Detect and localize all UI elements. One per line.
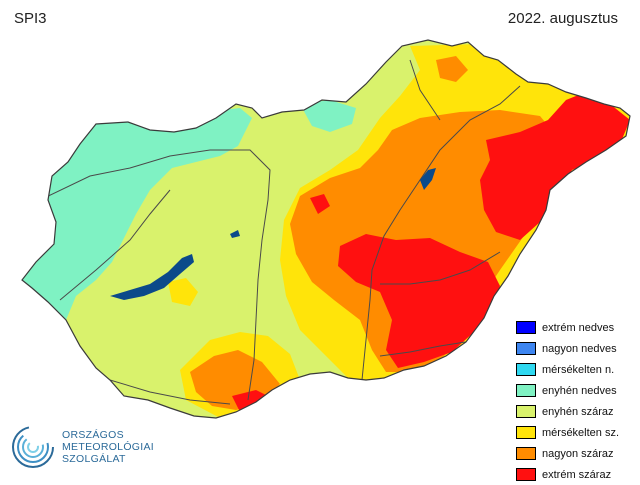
- swirl-logo-icon: [12, 426, 54, 468]
- legend-item: extrém nedves: [516, 317, 619, 338]
- legend-label: enyhén száraz: [542, 405, 614, 418]
- legend-label: enyhén nedves: [542, 384, 617, 397]
- legend-item: mérsékelten n.: [516, 359, 619, 380]
- legend-item: mérsékelten sz.: [516, 422, 619, 443]
- legend-item: nagyon száraz: [516, 443, 619, 464]
- zone-slightly-wet-north: [300, 100, 356, 132]
- river-tisza: [361, 85, 521, 381]
- legend-label: mérsékelten n.: [542, 363, 615, 376]
- omsz-logo: ORSZÁGOS METEOROLÓGIAI SZOLGÁLAT: [10, 424, 154, 470]
- date-title: 2022. augusztus: [507, 10, 618, 27]
- zone-extreme-dry-southeast: [338, 234, 500, 368]
- zone-extreme-dry-northeast: [480, 92, 630, 240]
- logo-line-2: METEOROLÓGIAI: [62, 441, 154, 453]
- zone-very-dry-northeast-spot: [436, 56, 468, 82]
- legend-label: nagyon száraz: [542, 447, 614, 460]
- legend-item: enyhén száraz: [516, 401, 619, 422]
- legend-item: enyhén nedves: [516, 380, 619, 401]
- legend-swatch: [516, 405, 536, 418]
- lake-balaton: [110, 254, 194, 300]
- zone-moderately-dry-spot: [168, 278, 198, 306]
- legend-swatch: [516, 342, 536, 355]
- zone-slightly-wet-northwest: [22, 108, 252, 320]
- river-raba: [59, 189, 171, 301]
- zone-extreme-dry-west-spot: [310, 194, 330, 214]
- rivers: [39, 59, 521, 405]
- legend-swatch: [516, 363, 536, 376]
- legend: extrém nedves nagyon nedves mérsékelten …: [516, 317, 619, 485]
- lake-velence: [230, 230, 240, 238]
- river-sajo: [409, 59, 441, 121]
- lake-tisza: [420, 168, 436, 190]
- legend-swatch: [516, 426, 536, 439]
- legend-swatch: [516, 468, 536, 481]
- logo-line-3: SZOLGÁLAT: [62, 453, 126, 465]
- legend-label: extrém nedves: [542, 321, 615, 334]
- river-koros: [380, 251, 501, 285]
- legend-label: mérsékelten sz.: [542, 426, 620, 439]
- index-title: SPI3: [14, 10, 47, 27]
- legend-swatch: [516, 384, 536, 397]
- legend-item: extrém száraz: [516, 464, 619, 485]
- legend-swatch: [516, 447, 536, 460]
- legend-label: extrém száraz: [542, 468, 612, 481]
- river-maros: [379, 339, 479, 357]
- river-drava: [109, 379, 231, 405]
- legend-label: nagyon nedves: [542, 342, 617, 355]
- logo-text: ORSZÁGOS METEOROLÓGIAI SZOLGÁLAT: [62, 429, 154, 465]
- river-danube: [39, 149, 271, 401]
- logo-line-1: ORSZÁGOS: [62, 429, 124, 441]
- legend-item: nagyon nedves: [516, 338, 619, 359]
- legend-swatch: [516, 321, 536, 334]
